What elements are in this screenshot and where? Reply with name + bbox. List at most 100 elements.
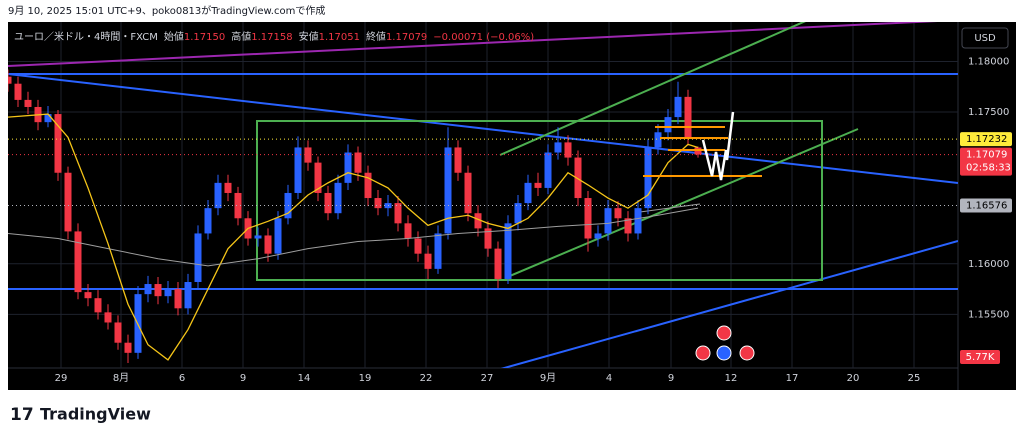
- x-tick-label: 9: [240, 373, 246, 384]
- candle-body: [54, 114, 62, 173]
- price-marker-label: 1.16576: [966, 201, 1007, 212]
- candle-body: [414, 238, 422, 254]
- moving-average: [8, 207, 699, 267]
- legend-value: 1.17051: [319, 32, 360, 43]
- candle-body: [614, 208, 622, 219]
- brand: TradingView: [40, 405, 151, 424]
- candle-body: [24, 99, 32, 107]
- candle-body: [484, 228, 492, 249]
- projection-path: [701, 111, 735, 181]
- candle-body: [594, 233, 602, 239]
- x-tick-label: 25: [908, 373, 921, 384]
- candle-body: [634, 208, 642, 234]
- grid: [8, 22, 958, 368]
- drawings: [8, 22, 958, 368]
- candle-body: [364, 172, 372, 199]
- x-tick-label: 9月: [540, 372, 556, 384]
- candle-body: [104, 312, 112, 323]
- event-icon[interactable]: [739, 345, 755, 361]
- candle-body: [574, 157, 582, 199]
- candle-body: [84, 292, 92, 299]
- candle-body: [564, 142, 572, 158]
- x-tick-label: 27: [481, 373, 494, 384]
- channel-upper: [499, 22, 806, 156]
- legend-label: 終値: [366, 30, 386, 43]
- y-tick-label: 1.17500: [968, 107, 1009, 118]
- attribution: 9月 10, 2025 15:01 UTC+9、poko0813がTrading…: [8, 4, 325, 17]
- candle-body: [514, 203, 522, 224]
- y-tick-label: 1.15500: [968, 309, 1009, 320]
- currency: USD: [974, 33, 996, 44]
- candle-body: [654, 132, 662, 148]
- candle-body: [114, 322, 122, 343]
- legend-label: 安値: [299, 30, 319, 43]
- symbol: ユーロ／米ドル・4時間・FXCM: [14, 30, 158, 43]
- candle-body: [94, 298, 102, 313]
- price-marker: [960, 147, 1012, 176]
- candle-body: [44, 114, 52, 123]
- candle-body: [584, 198, 592, 239]
- candle-body: [214, 182, 222, 209]
- candle-body: [544, 152, 552, 188]
- candle-body: [194, 233, 202, 283]
- price-marker: [960, 132, 1012, 147]
- event-icon[interactable]: [716, 345, 732, 361]
- trend-line: [8, 73, 958, 184]
- candle-body: [674, 96, 682, 118]
- candle-body: [354, 152, 362, 173]
- trend-line: [639, 203, 701, 213]
- x-tick-label: 20: [847, 373, 860, 384]
- annotations: [643, 111, 762, 361]
- x-tick-label: 19: [359, 373, 372, 384]
- candle-body: [334, 182, 342, 214]
- candle-body: [424, 253, 432, 269]
- range-box: [256, 120, 823, 281]
- candle-body: [684, 96, 692, 138]
- candle-body: [324, 192, 332, 214]
- y-tick-label: 1.18000: [968, 56, 1009, 67]
- candle-body: [8, 76, 12, 84]
- legend-label: 始値: [164, 30, 184, 43]
- candle-body: [204, 208, 212, 234]
- legend: ユーロ／米ドル・4時間・FXCM 始値1.17150 高値1.17158 安値1.17…: [14, 30, 534, 43]
- candle-body: [164, 289, 172, 297]
- x-tick-label: 8月: [113, 372, 129, 384]
- x-tick-label: 22: [420, 373, 433, 384]
- candle-body: [404, 223, 412, 239]
- candle-body: [454, 147, 462, 173]
- y-tick-label: 1.16000: [968, 259, 1009, 270]
- candle-body: [624, 218, 632, 234]
- candle-body: [554, 142, 562, 153]
- event-icon[interactable]: [716, 325, 732, 341]
- event-icon[interactable]: [695, 345, 711, 361]
- candle-body: [444, 147, 452, 234]
- candle-body: [524, 182, 532, 204]
- candle-body: [234, 192, 242, 219]
- price-marker-label: 1.17232: [966, 134, 1007, 145]
- countdown: 02:58:33: [966, 163, 1011, 174]
- moving-average: [8, 113, 699, 361]
- candle-body: [434, 233, 442, 269]
- candle-body: [504, 223, 512, 279]
- candle-body: [14, 83, 22, 100]
- candle-body: [274, 218, 282, 254]
- x-tick-label: 9: [668, 373, 674, 384]
- legend-value: 1.17150: [184, 32, 225, 43]
- candle-body: [314, 162, 322, 193]
- volume-label: 5.77K: [966, 352, 995, 363]
- x-tick-label: 29: [55, 373, 68, 384]
- currency-box[interactable]: [961, 27, 1009, 49]
- candle-body: [124, 342, 132, 353]
- x-tick-label: 17: [786, 373, 799, 384]
- candle-body: [344, 152, 352, 183]
- price-marker-label: 1.17079: [966, 150, 1007, 161]
- volume-marker: [960, 350, 1000, 364]
- candle-body: [224, 182, 232, 193]
- candle-body: [294, 147, 302, 193]
- candle-body: [264, 235, 272, 254]
- candle-body: [664, 117, 672, 133]
- price-marker: [960, 198, 1012, 213]
- candle-body: [464, 172, 472, 214]
